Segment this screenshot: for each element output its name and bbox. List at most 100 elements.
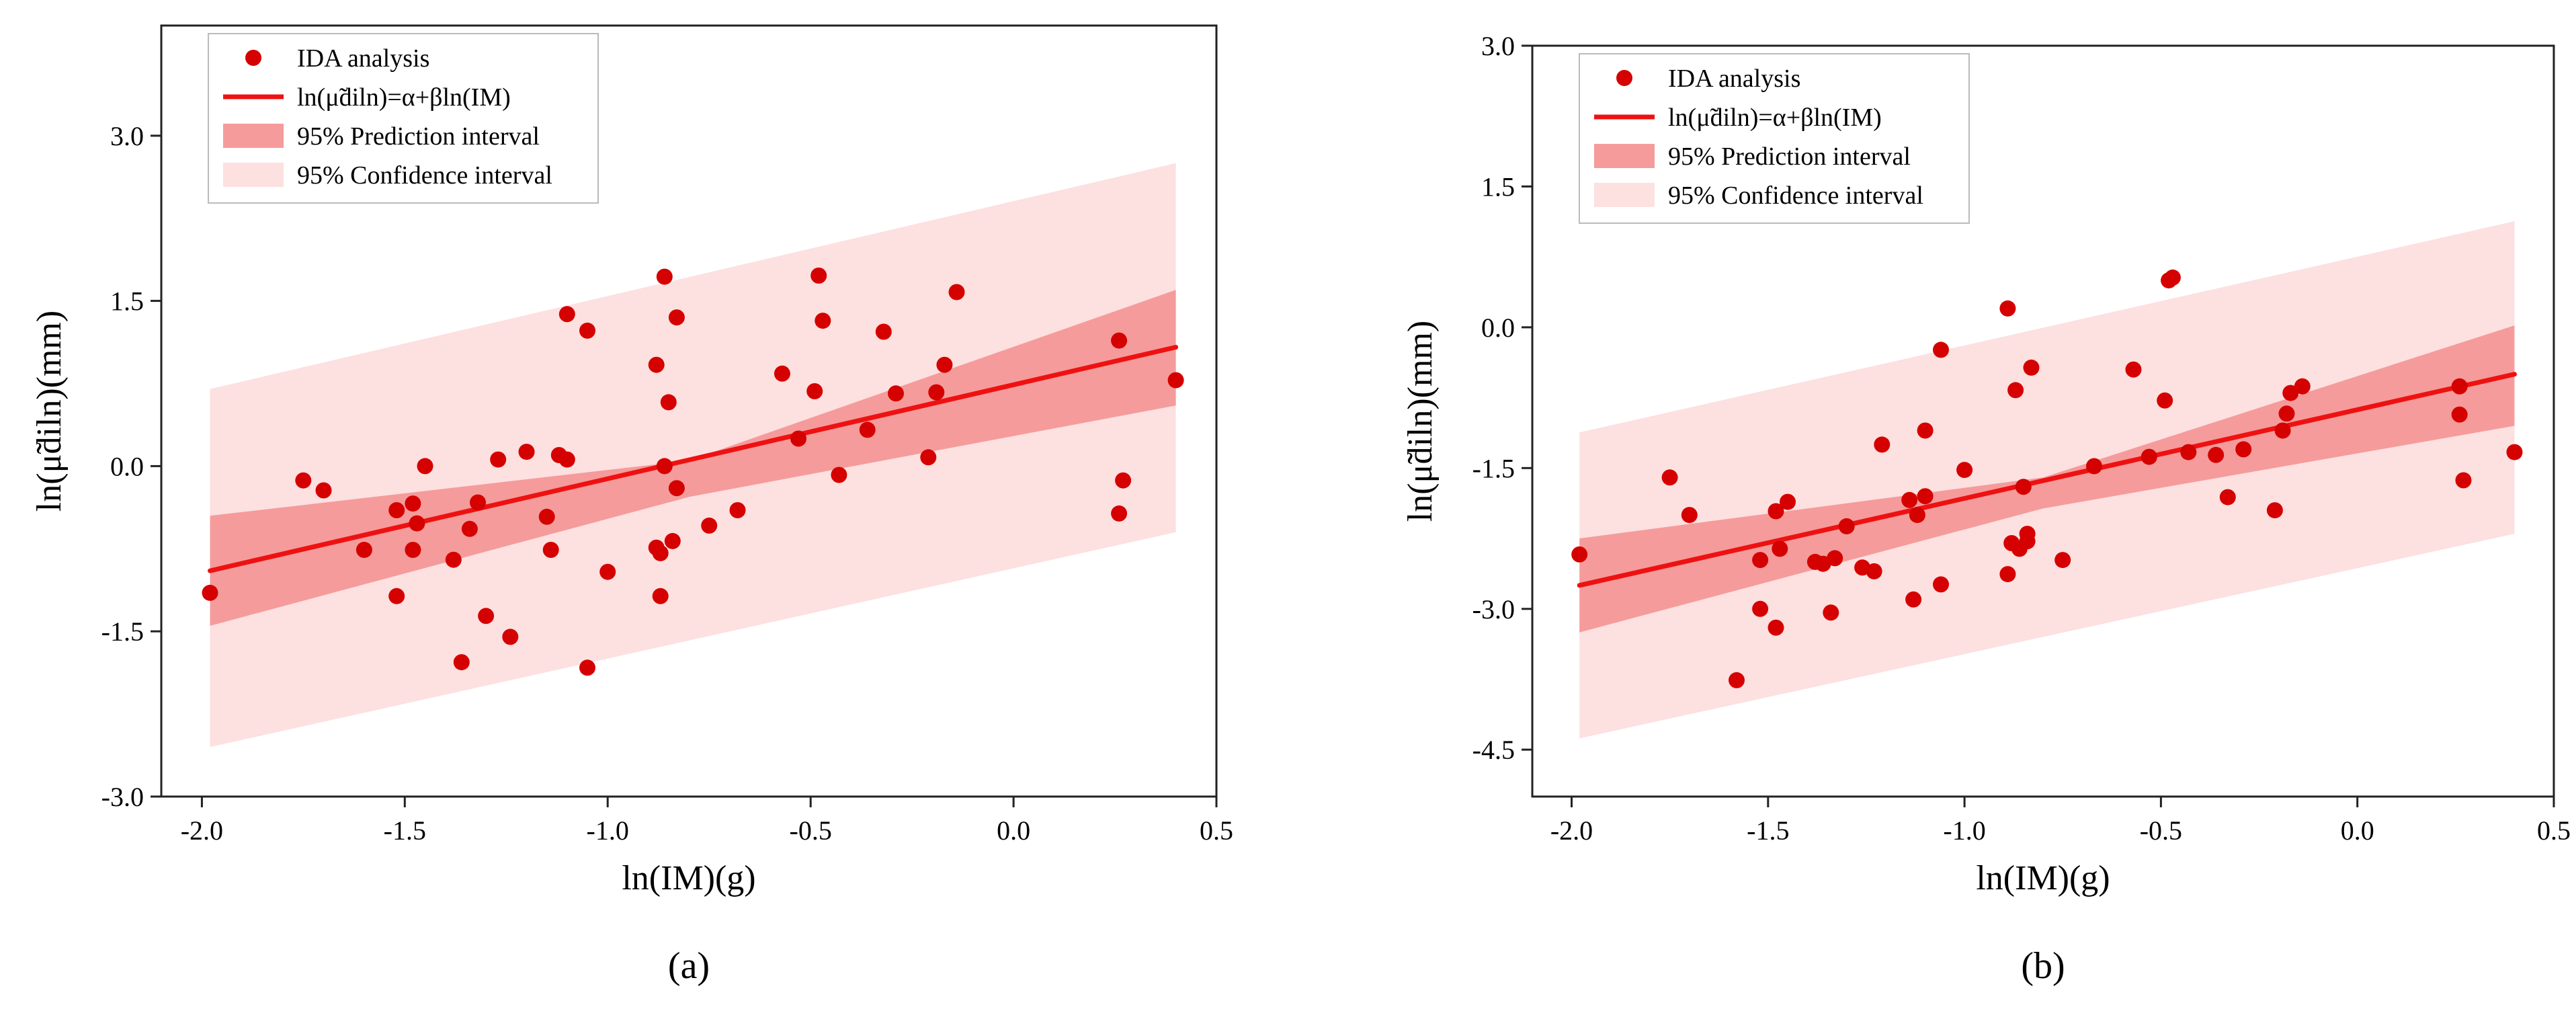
panel-a-data-point-51 <box>948 284 965 300</box>
panel-a-points <box>202 268 1184 676</box>
panel-a-data-point-31 <box>656 268 673 285</box>
panel-b-data-point-24 <box>1933 341 1949 358</box>
panel-a-plot-frame <box>160 24 1218 798</box>
panel-b-label: (b) <box>2021 945 2065 987</box>
panel-b-x-tick-label-4: -0.5 <box>2140 815 2182 846</box>
panel-a-x-tick-label-4: -0.5 <box>790 815 832 846</box>
panel-b-y-tick-label-3: -1.5 <box>1472 453 1515 483</box>
panel-a-data-point-52 <box>1111 332 1128 349</box>
panel-b-legend-marker-confidence <box>1594 183 1655 207</box>
panel-b-data-point-4 <box>1729 672 1745 688</box>
panel-b-legend: IDA analysis ln(μ̃diln)=α+βln(IM) 95% Pred… <box>1579 53 1970 224</box>
panel-a-data-point-9 <box>409 515 425 532</box>
panel-b-x-tick-label-5: 0.0 <box>2341 815 2374 846</box>
panel-a-data-point-15 <box>478 608 495 624</box>
panel-a-data-point-49 <box>928 384 945 401</box>
panel-b-data-point-28 <box>1999 566 2016 583</box>
panel-a-data-point-2 <box>295 472 312 489</box>
panel-a-data-point-42 <box>811 268 827 284</box>
panel-b-legend-marker-points <box>1616 70 1632 86</box>
panel-b-data-point-18 <box>1874 436 1891 453</box>
panel-b-data-point-25 <box>1933 576 1949 593</box>
panel-a-data-point-11 <box>445 551 462 568</box>
panel-a-chart: -2.0 -1.5 -1.0 -0.5 0.0 0.5-3.0-1.50.01.53.0 … <box>30 24 1233 987</box>
panel-a-y-tick-label-1: -3.0 <box>101 782 144 812</box>
panel-b-data-point-3 <box>1681 507 1698 524</box>
panel-a-data-point-3 <box>315 482 332 499</box>
panel-a-legend-entry-1: IDA analysis <box>297 44 429 73</box>
panel-a-x-axis-label: ln(IM)(g) <box>622 859 755 897</box>
panel-a-data-point-25 <box>579 659 595 676</box>
panel-a-legend-entry-3: 95% Prediction interval <box>297 122 540 151</box>
panel-b-legend-marker-prediction <box>1594 144 1655 168</box>
panel-a-data-point-8 <box>405 542 421 558</box>
panel-b-data-point-22 <box>1917 422 1934 439</box>
panel-b-data-point-9 <box>1772 540 1788 557</box>
panel-b-data-point-34 <box>2019 533 2036 550</box>
panel-a-y-tick-label-4: 1.5 <box>110 286 144 317</box>
panel-b-data-point-46 <box>2235 441 2252 458</box>
panel-b-data-point-26 <box>1956 462 1973 479</box>
panel-b-y-tick-label-4: 0.0 <box>1481 313 1515 343</box>
panel-a-y-tick-label-2: -1.5 <box>101 616 144 647</box>
panel-b-data-point-5 <box>1752 600 1769 617</box>
panel-b-data-point-37 <box>2086 458 2102 475</box>
panel-b-x-tick-label-2: -1.5 <box>1747 815 1789 846</box>
panel-b-x-axis-label: ln(IM)(g) <box>1976 859 2110 897</box>
panel-a-ticks: -2.0 -1.5 -1.0 -0.5 0.0 0.5 -3.0 -1.5 0.0 1.5 3.0 <box>101 121 1233 846</box>
panel-b-data-point-48 <box>2274 422 2291 439</box>
panel-a-data-point-22 <box>558 451 575 468</box>
panel-b-data-point-30 <box>2007 382 2024 399</box>
panel-a-data-point-45 <box>859 421 876 438</box>
panel-a-data-point-13 <box>461 520 478 537</box>
panel-b-data-point-6 <box>1752 552 1769 569</box>
panel-a-legend-entry-4: 95% Confidence interval <box>297 161 552 190</box>
panel-b-legend-entry-4: 95% Confidence interval <box>1668 181 1923 210</box>
panel-b-data-point-27 <box>1999 300 2016 317</box>
panel-a-data-point-46 <box>875 323 892 340</box>
panel-b-points <box>1571 269 2523 688</box>
panel-a-data-point-38 <box>729 502 746 518</box>
panel-b-data-point-21 <box>1909 507 1925 524</box>
panel-a-data-point-35 <box>668 309 685 326</box>
panel-a-data-point-6 <box>388 588 405 604</box>
panel-b-legend-entry-3: 95% Prediction interval <box>1668 143 1911 171</box>
panel-a-data-point-17 <box>502 629 519 645</box>
panel-b-fit-line <box>1577 372 2517 588</box>
panel-b-data-point-36 <box>2054 552 2071 569</box>
panel-a-x-tick-label-5: 0.0 <box>997 815 1030 846</box>
panel-b-x-tick-label-6: 0.5 <box>2537 815 2571 846</box>
panel-a-legend-entry-2: ln(μ̃diln)=α+βln(IM) <box>297 83 511 112</box>
panel-a-data-point-36 <box>668 480 685 497</box>
panel-a-data-point-26 <box>599 563 616 580</box>
panel-b-data-point-13 <box>1823 604 1839 621</box>
panel-b-y-tick-label-2: -3.0 <box>1472 594 1515 624</box>
panel-a-x-tick-label-1: -2.0 <box>181 815 223 846</box>
panel-b-data-point-45 <box>2219 489 2236 506</box>
panel-b-data-point-35 <box>2023 359 2040 376</box>
panel-a-data-point-20 <box>542 542 559 558</box>
panel-a-fit-line-group <box>208 345 1179 573</box>
panel-b-data-point-1 <box>1571 546 1588 563</box>
panel-b-y-tick-label-6: 3.0 <box>1481 31 1515 61</box>
panel-a-data-point-14 <box>470 494 486 511</box>
panel-a-data-point-7 <box>405 495 421 512</box>
panel-b-data-point-44 <box>2208 446 2225 463</box>
panel-a-data-point-18 <box>518 444 535 460</box>
panel-b-data-point-49 <box>2278 405 2295 422</box>
panel-a-data-point-4 <box>356 542 372 558</box>
panel-a-y-axis-label: ln(μ̃diln)(mm) <box>30 311 69 512</box>
panel-b-legend-entry-2: ln(μ̃diln)=α+βln(IM) <box>1668 104 1882 132</box>
panel-b-data-point-51 <box>2294 378 2311 395</box>
panel-b-data-point-39 <box>2141 448 2157 465</box>
panel-b-data-point-38 <box>2125 361 2142 378</box>
panel-b-y-tick-label-1: -4.5 <box>1472 735 1515 765</box>
panel-b-data-point-55 <box>2506 444 2523 460</box>
panel-a-bands <box>210 163 1176 747</box>
panel-b-data-point-32 <box>2015 479 2032 495</box>
panel-b-data-point-43 <box>2180 444 2197 460</box>
panel-a-outer-band <box>210 163 1176 747</box>
panel-b-data-point-14 <box>1827 550 1843 567</box>
panel-a-data-point-55 <box>1167 372 1184 389</box>
